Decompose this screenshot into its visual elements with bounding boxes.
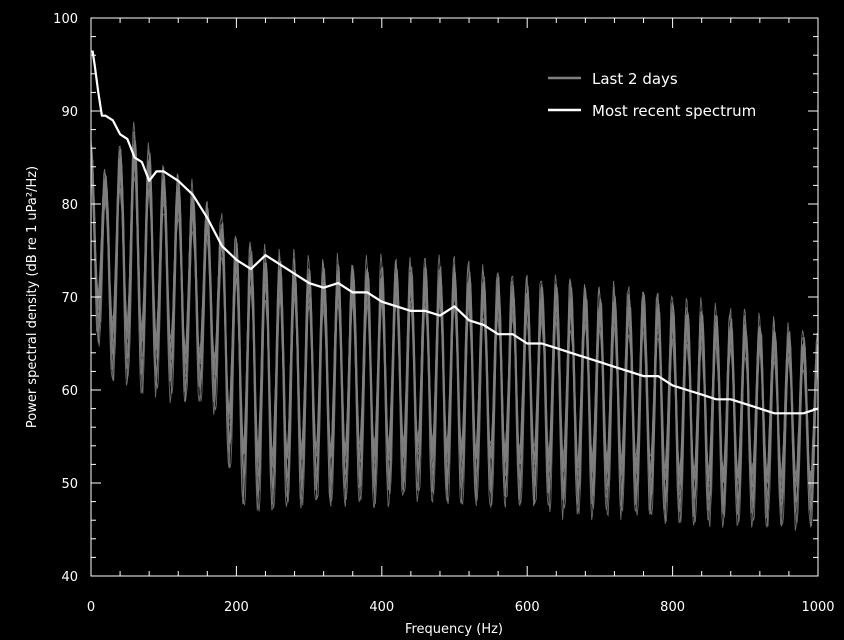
x-tick-label: 0 <box>87 600 95 615</box>
y-tick-label: 80 <box>61 198 78 213</box>
x-tick-label: 600 <box>515 600 540 615</box>
y-tick-label: 50 <box>61 477 78 492</box>
axis-ticks <box>90 17 819 577</box>
x-tick-label: 1000 <box>801 600 834 615</box>
last-2-days-series-group <box>90 121 819 531</box>
x-tick-label: 800 <box>660 600 685 615</box>
x-tick-label: 200 <box>224 600 249 615</box>
axis-tick-labels: 0 200 400 600 800 1000 40 50 60 70 80 90 100 <box>53 12 834 615</box>
legend-label-most-recent: Most recent spectrum <box>592 102 756 120</box>
y-tick-label: 40 <box>61 570 78 585</box>
y-tick-label: 60 <box>61 384 78 399</box>
y-tick-label: 70 <box>61 291 78 306</box>
x-axis-label: Frequency (Hz) <box>405 622 503 637</box>
last-2-days-spectrum-line <box>90 131 819 531</box>
legend-label-last-2-days: Last 2 days <box>592 70 678 88</box>
y-tick-label: 100 <box>53 12 78 27</box>
y-tick-label: 90 <box>61 105 78 120</box>
most-recent-spectrum-line <box>91 50 819 415</box>
y-axis-label: Power spectral density (dB re 1 uPa²/Hz) <box>25 166 40 428</box>
legend: Last 2 days Most recent spectrum <box>548 70 756 120</box>
x-tick-label: 400 <box>369 600 394 615</box>
